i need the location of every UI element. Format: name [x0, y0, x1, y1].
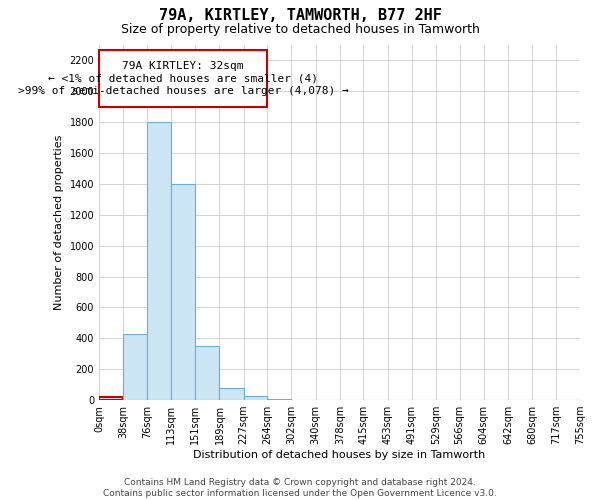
Text: 79A, KIRTLEY, TAMWORTH, B77 2HF: 79A, KIRTLEY, TAMWORTH, B77 2HF	[158, 8, 442, 22]
Bar	[195, 346, 220, 400]
X-axis label: Distribution of detached houses by size in Tamworth: Distribution of detached houses by size …	[193, 450, 485, 460]
Text: Size of property relative to detached houses in Tamworth: Size of property relative to detached ho…	[121, 22, 479, 36]
Bar	[148, 122, 171, 400]
Bar	[99, 397, 123, 400]
Bar	[171, 184, 195, 400]
Text: Contains HM Land Registry data © Crown copyright and database right 2024.
Contai: Contains HM Land Registry data © Crown c…	[103, 478, 497, 498]
Text: 79A KIRTLEY: 32sqm: 79A KIRTLEY: 32sqm	[122, 61, 244, 71]
Text: >99% of semi-detached houses are larger (4,078) →: >99% of semi-detached houses are larger …	[18, 86, 349, 96]
Bar	[99, 50, 267, 107]
Bar	[123, 334, 148, 400]
Bar	[220, 388, 244, 400]
Text: ← <1% of detached houses are smaller (4): ← <1% of detached houses are smaller (4)	[48, 73, 318, 83]
Y-axis label: Number of detached properties: Number of detached properties	[54, 135, 64, 310]
Bar	[244, 396, 267, 400]
